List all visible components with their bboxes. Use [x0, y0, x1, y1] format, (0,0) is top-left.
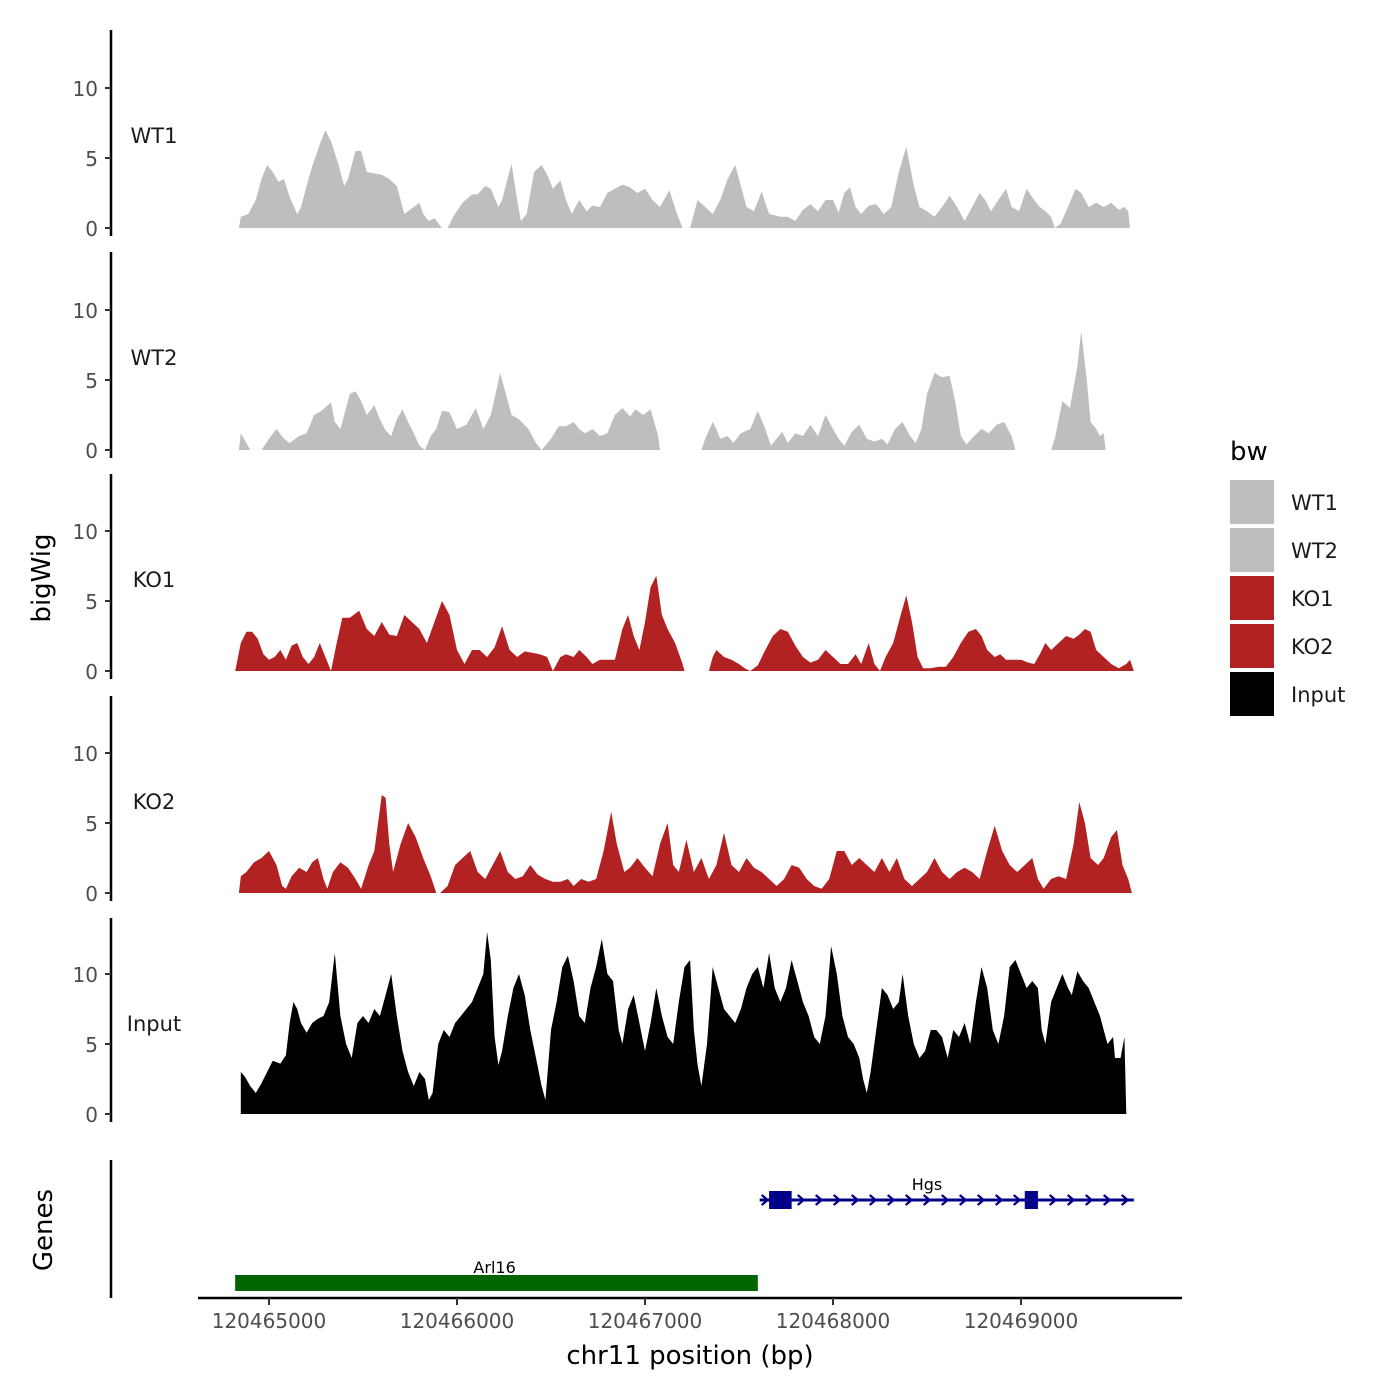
- strand-arrow: [904, 1194, 914, 1206]
- strand-arrow: [940, 1194, 950, 1206]
- y-tick-label: 10: [73, 742, 98, 766]
- area-ko2: [238, 795, 1132, 893]
- legend-label-ko2: KO2: [1291, 635, 1334, 659]
- gene-track: Hgs Arl16: [109, 1160, 1134, 1298]
- x-tick-label: 120466000: [400, 1309, 515, 1333]
- strand-arrow: [994, 1194, 1004, 1206]
- gene-label: Arl16: [473, 1258, 515, 1277]
- panel-ko1: 0 5 10 KO1: [73, 474, 1134, 684]
- strand-arrow: [850, 1194, 860, 1206]
- gene-label: Hgs: [912, 1175, 943, 1194]
- y-tick-label: 10: [73, 299, 98, 323]
- x-tick-label: 120467000: [588, 1309, 703, 1333]
- strand-arrow: [1066, 1194, 1076, 1206]
- legend-swatch-ko2: [1230, 624, 1274, 668]
- exon: [769, 1191, 792, 1209]
- track-label-wt1: WT1: [131, 124, 178, 148]
- strand-arrow: [814, 1194, 824, 1206]
- y-tick-label: 0: [85, 217, 98, 241]
- y-tick-label: 0: [85, 439, 98, 463]
- y-tick-label: 5: [85, 812, 98, 836]
- area-wt2-3: [1051, 331, 1106, 450]
- legend-label-ko1: KO1: [1291, 587, 1334, 611]
- track-label-wt2: WT2: [131, 346, 178, 370]
- strand-arrow: [1102, 1194, 1112, 1206]
- exon: [235, 1275, 758, 1291]
- strand-arrow: [922, 1194, 932, 1206]
- panel-wt2: 0 5 10 WT2: [73, 252, 1106, 463]
- area-ko1-2: [708, 595, 1134, 671]
- area-wt2-2: [701, 373, 1016, 450]
- y-tick-label: 5: [85, 369, 98, 393]
- legend: bw WT1 WT2 KO1 KO2 Input: [1230, 437, 1345, 716]
- strand-arrow: [886, 1194, 896, 1206]
- genes-axis-title: Genes: [29, 1189, 59, 1271]
- strand-arrow: [760, 1194, 770, 1206]
- strand-arrow: [1012, 1194, 1022, 1206]
- x-tick-label: 120465000: [212, 1309, 327, 1333]
- panel-input: 0 5 10 Input: [73, 918, 1127, 1127]
- legend-swatch-wt1: [1230, 480, 1274, 524]
- legend-title: bw: [1230, 437, 1268, 467]
- strand-arrow: [976, 1194, 986, 1206]
- gene-hgs: Hgs: [759, 1175, 1134, 1209]
- y-tick-label: 0: [85, 660, 98, 684]
- track-label-ko1: KO1: [133, 568, 176, 592]
- legend-label-input: Input: [1291, 683, 1345, 707]
- y-tick-label: 0: [85, 882, 98, 906]
- y-tick-label: 5: [85, 590, 98, 614]
- legend-swatch-input: [1230, 672, 1274, 716]
- area-input: [240, 932, 1127, 1114]
- x-axis-title: chr11 position (bp): [566, 1341, 813, 1371]
- area-ko1: [235, 575, 685, 671]
- area-wt2: [238, 373, 660, 450]
- x-axis: 120465000 120466000 120467000 120468000 1204…: [198, 1296, 1182, 1333]
- y-axis-title: bigWig: [27, 533, 57, 622]
- track-panels: 0 5 10 WT1 0 5 10 WT2 0 5 10 KO1 0 5 10 KO2 0 5 10 Input: [73, 30, 1134, 1127]
- x-tick-label: 120468000: [776, 1309, 891, 1333]
- panel-ko2: 0 5 10 KO2: [73, 696, 1132, 906]
- y-tick-label: 10: [73, 963, 98, 987]
- strand-arrow: [1048, 1194, 1058, 1206]
- strand-arrow: [868, 1194, 878, 1206]
- strand-arrow: [958, 1194, 968, 1206]
- legend-label-wt1: WT1: [1291, 491, 1338, 515]
- y-tick-label: 5: [85, 1033, 98, 1057]
- y-tick-label: 10: [73, 77, 98, 101]
- area-wt1: [238, 130, 1130, 228]
- y-tick-label: 5: [85, 147, 98, 171]
- panel-wt1: 0 5 10 WT1: [73, 30, 1130, 241]
- y-tick-label: 0: [85, 1103, 98, 1127]
- strand-arrow: [832, 1194, 842, 1206]
- legend-swatch-ko1: [1230, 576, 1274, 620]
- strand-arrow: [796, 1194, 806, 1206]
- strand-arrow: [1120, 1194, 1130, 1206]
- track-label-ko2: KO2: [133, 790, 176, 814]
- x-tick-label: 120469000: [964, 1309, 1079, 1333]
- exon: [1024, 1191, 1038, 1209]
- legend-label-wt2: WT2: [1291, 539, 1338, 563]
- gene-arl16: Arl16: [235, 1258, 758, 1291]
- legend-swatch-wt2: [1230, 528, 1274, 572]
- y-tick-label: 10: [73, 520, 98, 544]
- track-label-input: Input: [127, 1012, 181, 1036]
- strand-arrow: [1084, 1194, 1094, 1206]
